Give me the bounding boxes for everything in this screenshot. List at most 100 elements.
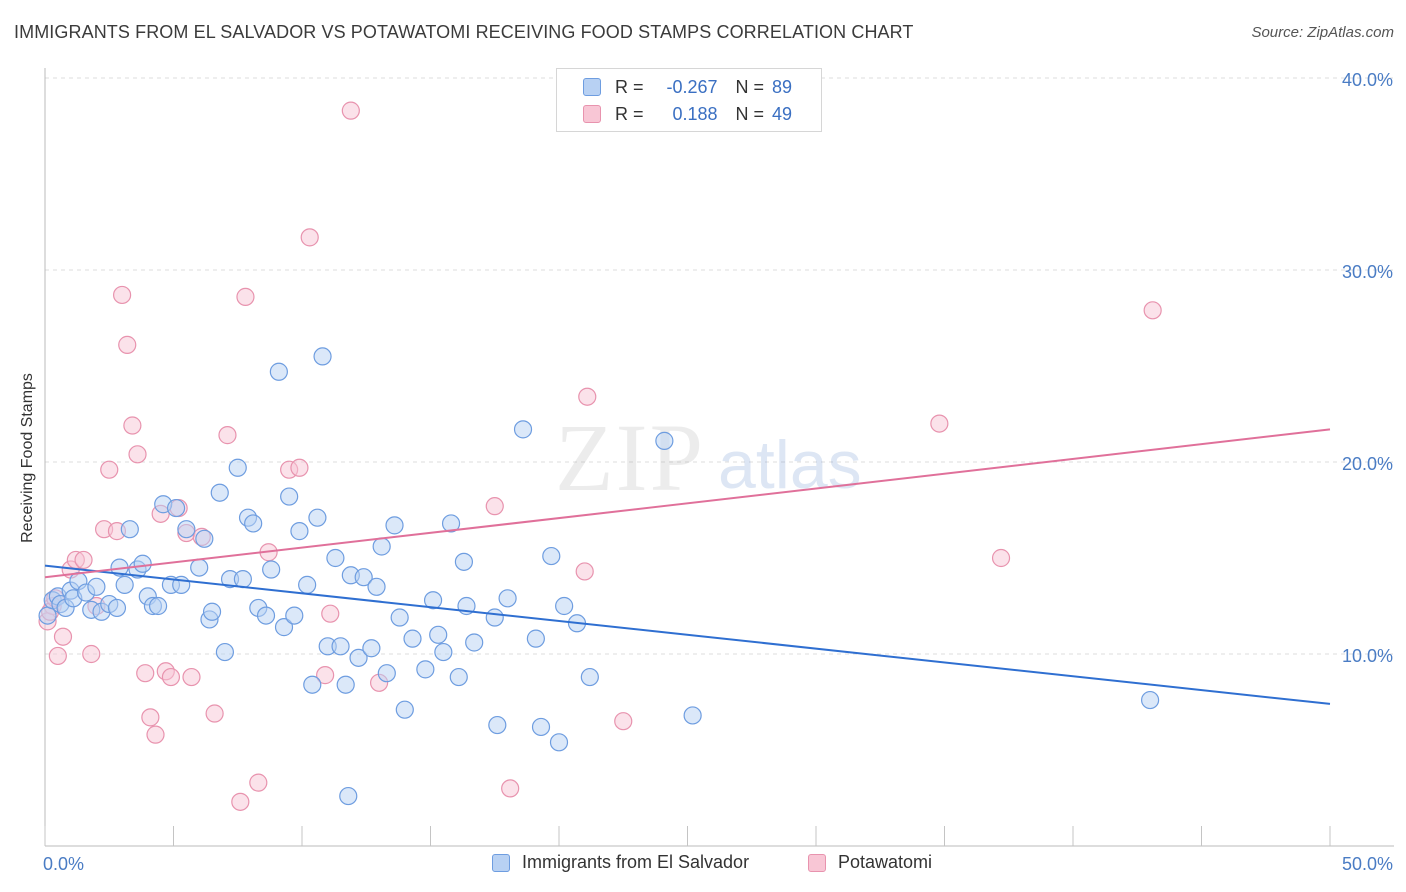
data-point	[115, 575, 134, 594]
data-point	[280, 487, 299, 506]
data-point	[74, 550, 93, 570]
data-point	[87, 577, 106, 596]
r-label: R =	[615, 103, 644, 124]
data-point	[372, 537, 391, 556]
potawatomi-trend-line	[44, 428, 1331, 579]
watermark-zip: ZIP	[555, 404, 705, 511]
data-point	[454, 552, 474, 571]
series-name: Potawatomi	[838, 852, 933, 872]
data-point	[148, 596, 168, 616]
data-point	[285, 606, 304, 625]
data-point	[354, 568, 373, 587]
data-point	[367, 577, 386, 596]
y-tick-label: 30.0%	[1342, 262, 1393, 282]
bottom-legend-potawatomi: Potawatomi	[808, 852, 932, 873]
data-point	[205, 704, 224, 723]
data-point	[269, 362, 288, 381]
data-point	[395, 700, 414, 719]
n-value: 89	[772, 76, 793, 97]
data-point	[362, 639, 381, 658]
data-point	[210, 483, 229, 502]
bottom-legend-el-salvador: Immigrants from El Salvador	[492, 852, 749, 873]
data-point	[218, 426, 237, 445]
data-point	[166, 498, 186, 518]
data-point	[303, 675, 322, 694]
data-point	[256, 606, 276, 625]
data-point	[390, 608, 409, 627]
data-point	[465, 633, 484, 652]
data-point	[429, 625, 448, 644]
data-point	[244, 514, 263, 533]
data-point	[231, 792, 250, 811]
data-point	[274, 618, 294, 637]
data-point	[580, 667, 599, 687]
data-point	[202, 602, 222, 621]
data-point	[100, 460, 119, 479]
data-point	[434, 642, 453, 662]
data-point	[313, 347, 332, 366]
data-point	[683, 706, 702, 725]
chart-title: IMMIGRANTS FROM EL SALVADOR VS POTAWATOM…	[14, 22, 914, 42]
legend-row-potawatomi: R = 0.188 N = 49	[583, 102, 792, 126]
trend-lines	[44, 428, 1331, 705]
data-point	[177, 520, 196, 539]
data-point	[498, 589, 517, 608]
data-point	[377, 664, 396, 683]
legend-row-el-salvador: R = -0.267 N = 89	[583, 75, 792, 99]
data-point	[331, 637, 350, 656]
pink-swatch	[583, 105, 601, 123]
data-point	[107, 598, 127, 618]
y-tick-label: 20.0%	[1342, 454, 1393, 474]
data-point	[403, 629, 422, 648]
r-value: -0.267	[666, 76, 718, 97]
data-point	[236, 287, 255, 306]
data-point	[991, 548, 1011, 568]
data-point	[526, 629, 545, 648]
correlation-legend: R = -0.267 N = 89 R = 0.188 N = 49	[556, 68, 822, 132]
r-label: R =	[615, 76, 644, 97]
tick-labels: 10.0% 20.0% 30.0% 40.0% 0.0% 50.0%	[43, 70, 1393, 874]
data-point	[82, 644, 101, 664]
data-point	[513, 420, 533, 439]
data-point	[290, 522, 309, 541]
data-point	[488, 715, 507, 735]
data-point	[349, 648, 368, 667]
data-point	[341, 101, 360, 120]
blue-swatch	[583, 78, 601, 96]
data-point	[161, 667, 181, 687]
x-tick-label: 0.0%	[43, 854, 84, 874]
data-point	[120, 520, 139, 539]
data-point	[262, 560, 281, 579]
data-point	[48, 646, 67, 666]
pink-swatch	[808, 853, 826, 872]
data-point	[141, 708, 160, 727]
data-point	[249, 773, 268, 792]
data-point	[578, 387, 597, 406]
data-point	[1143, 301, 1162, 320]
data-point	[336, 675, 355, 694]
data-point	[190, 558, 209, 577]
y-tick-label: 10.0%	[1342, 646, 1393, 666]
data-point	[133, 554, 152, 573]
data-point	[485, 497, 504, 516]
data-point	[123, 416, 142, 435]
data-point	[485, 608, 504, 627]
el-salvador-trend-line	[44, 564, 1331, 705]
data-point	[53, 627, 73, 646]
data-point	[542, 546, 561, 566]
n-label: N =	[735, 76, 765, 97]
gridlines	[45, 77, 1394, 655]
data-point	[233, 570, 252, 589]
data-point	[339, 786, 358, 806]
data-point	[449, 667, 468, 687]
data-point	[146, 725, 165, 744]
n-label: N =	[735, 103, 765, 124]
data-point	[416, 660, 435, 679]
data-point	[531, 717, 551, 737]
watermark-atlas: atlas	[718, 427, 862, 503]
data-point	[423, 591, 443, 610]
data-point	[316, 666, 335, 685]
el-salvador-points	[38, 347, 1160, 806]
data-point	[1140, 690, 1160, 710]
